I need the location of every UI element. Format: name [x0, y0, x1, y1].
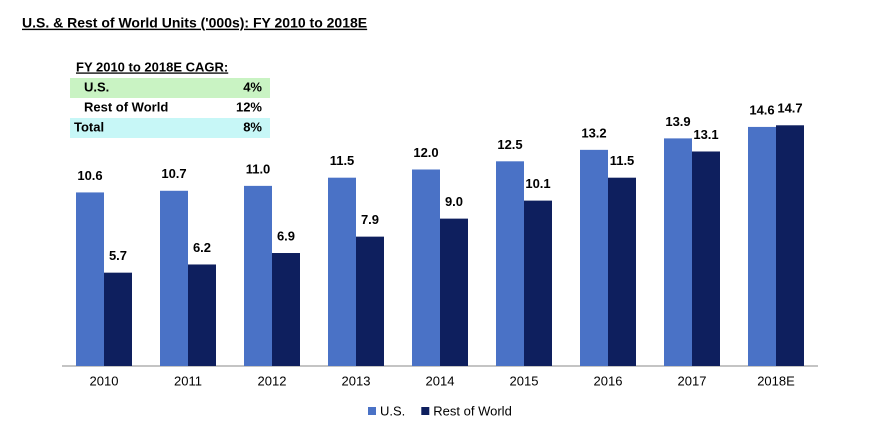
table-value: 8% [243, 119, 262, 134]
value-label: 11.0 [246, 161, 271, 176]
bar [524, 200, 552, 366]
legend-label: Rest of World [433, 403, 512, 418]
chart-title: U.S. & Rest of World Units ('000s): FY 2… [22, 15, 367, 31]
table-label: Total [74, 119, 104, 134]
value-label: 11.5 [610, 153, 635, 168]
value-label: 13.1 [693, 127, 718, 142]
table-row [70, 98, 270, 118]
bar [104, 272, 132, 366]
table-row [70, 78, 270, 98]
value-label: 5.7 [109, 248, 127, 263]
value-label: 10.7 [161, 166, 186, 181]
legend-label: U.S. [380, 403, 405, 418]
legend-swatch [368, 407, 376, 415]
legend-swatch [421, 407, 430, 415]
x-tick-label: 2017 [678, 373, 707, 388]
table-value: 4% [243, 79, 262, 94]
bar [412, 169, 440, 366]
table-label: Rest of World [84, 99, 168, 114]
x-tick-label: 2011 [174, 373, 202, 388]
value-label: 7.9 [361, 212, 379, 227]
value-label: 12.0 [413, 145, 438, 160]
x-tick-label: 2013 [342, 373, 371, 388]
value-label: 9.0 [445, 194, 463, 209]
bar [356, 236, 384, 366]
bar [496, 161, 524, 366]
bar [76, 192, 104, 366]
bar [244, 185, 272, 366]
value-label: 12.5 [497, 137, 522, 152]
value-label: 10.6 [77, 168, 102, 183]
x-tick-label: 2010 [90, 373, 119, 388]
x-tick-label: 2015 [510, 373, 539, 388]
bar [328, 177, 356, 366]
value-label: 13.9 [665, 114, 690, 129]
x-tick-label: 2012 [258, 373, 287, 388]
value-label: 10.1 [525, 176, 550, 191]
bar [440, 218, 468, 366]
bar [748, 126, 776, 366]
table-value: 12% [236, 99, 262, 114]
value-label: 11.5 [330, 153, 355, 168]
value-label: 6.2 [193, 240, 211, 255]
bar [188, 264, 216, 366]
x-tick-label: 2016 [594, 373, 623, 388]
table-row [70, 118, 270, 138]
bar [776, 125, 804, 366]
bar [608, 177, 636, 366]
value-label: 14.6 [749, 102, 774, 117]
value-label: 6.9 [277, 228, 295, 243]
x-tick-label: 2018E [757, 373, 795, 388]
table-title: FY 2010 to 2018E CAGR: [76, 59, 228, 74]
bar [692, 151, 720, 366]
value-label: 14.7 [777, 101, 802, 116]
value-label: 13.2 [581, 125, 606, 140]
bar [580, 149, 608, 366]
bar [160, 190, 188, 366]
bar [664, 138, 692, 366]
bar [272, 253, 300, 366]
x-tick-label: 2014 [426, 373, 455, 388]
table-label: U.S. [84, 79, 109, 94]
